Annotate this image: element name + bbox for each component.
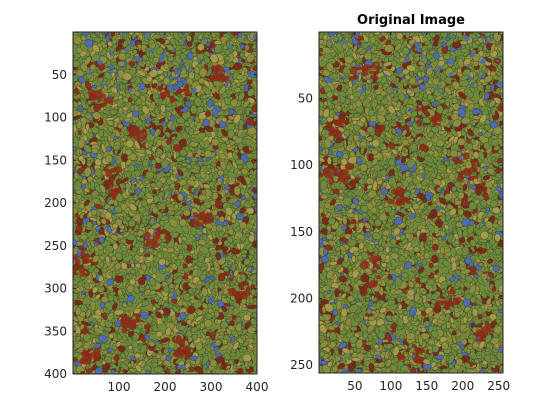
x-tick-label: 100 [108, 380, 131, 394]
x-tick-label: 400 [246, 380, 269, 394]
right-image-texture [319, 32, 503, 373]
y-tick-label: 100 [44, 111, 67, 125]
left-image-texture [73, 32, 257, 374]
left-axes: 100 200 300 400 50 100 150 200 250 300 350 400 [44, 31, 268, 394]
y-tick-label: 400 [44, 367, 67, 381]
x-tick-label: 200 [154, 380, 177, 394]
y-tick-label: 300 [44, 282, 67, 296]
y-tick-label: 50 [298, 92, 313, 106]
y-tick-label: 250 [44, 239, 67, 253]
x-tick-label: 250 [487, 379, 510, 393]
y-tick-label: 150 [44, 153, 67, 167]
right-axes-frame [318, 31, 504, 374]
x-tick-label: 200 [451, 379, 474, 393]
y-tick-label: 350 [44, 324, 67, 338]
x-tick-label: 300 [200, 380, 223, 394]
right-axes: Original Image 50 100 150 200 250 50 100 150 200… [290, 13, 510, 393]
right-axes-ticks: 50 100 150 200 250 50 100 150 200 250 [290, 32, 510, 393]
y-tick-label: 150 [290, 225, 313, 239]
left-axes-ticks: 100 200 300 400 50 100 150 200 250 300 350 400 [44, 32, 268, 394]
y-tick-label: 100 [290, 158, 313, 172]
x-tick-label: 100 [379, 379, 402, 393]
y-tick-label: 200 [44, 196, 67, 210]
y-tick-label: 50 [52, 68, 67, 82]
right-axes-title: Original Image [357, 13, 465, 28]
x-tick-label: 50 [347, 379, 362, 393]
y-tick-label: 250 [290, 358, 313, 372]
y-tick-label: 200 [290, 291, 313, 305]
x-tick-label: 150 [415, 379, 438, 393]
